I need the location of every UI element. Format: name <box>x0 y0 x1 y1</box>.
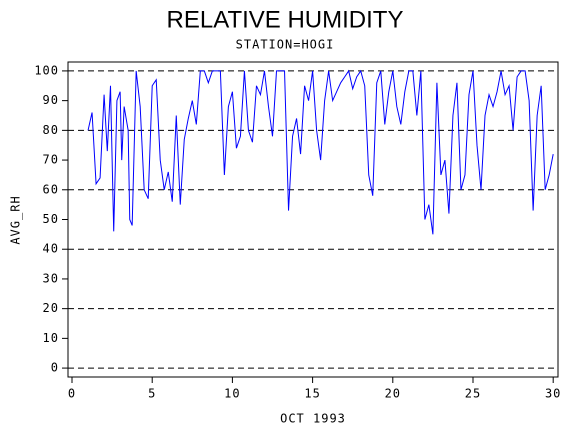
y-tick-label: 0 <box>51 361 59 375</box>
x-tick-label: 20 <box>385 387 401 401</box>
chart-title: RELATIVE HUMIDITY <box>167 6 404 33</box>
y-tick-label: 50 <box>43 212 59 226</box>
y-tick-label: 20 <box>43 301 59 315</box>
y-tick-label: 10 <box>43 331 59 345</box>
x-tick-label: 0 <box>68 387 76 401</box>
x-tick-label: 30 <box>545 387 561 401</box>
y-tick-label: 100 <box>34 63 59 77</box>
y-tick-label: 80 <box>43 123 59 137</box>
x-tick-label: 15 <box>304 387 320 401</box>
x-tick-label: 25 <box>465 387 481 401</box>
plot-frame <box>67 61 559 378</box>
x-tick-label: 5 <box>148 387 156 401</box>
y-tick-label: 60 <box>43 182 59 196</box>
x-tick-label: 10 <box>224 387 240 401</box>
data-line <box>87 69 554 235</box>
y-tick-label: 70 <box>43 153 59 167</box>
x-axis-label: OCT 1993 <box>280 412 346 426</box>
chart-subtitle: STATION=HOGI <box>236 38 335 52</box>
y-axis-label: AVG_RH <box>9 195 23 244</box>
y-tick-label: 40 <box>43 242 59 256</box>
y-tick-label: 90 <box>43 93 59 107</box>
y-tick-label: 30 <box>43 271 59 285</box>
